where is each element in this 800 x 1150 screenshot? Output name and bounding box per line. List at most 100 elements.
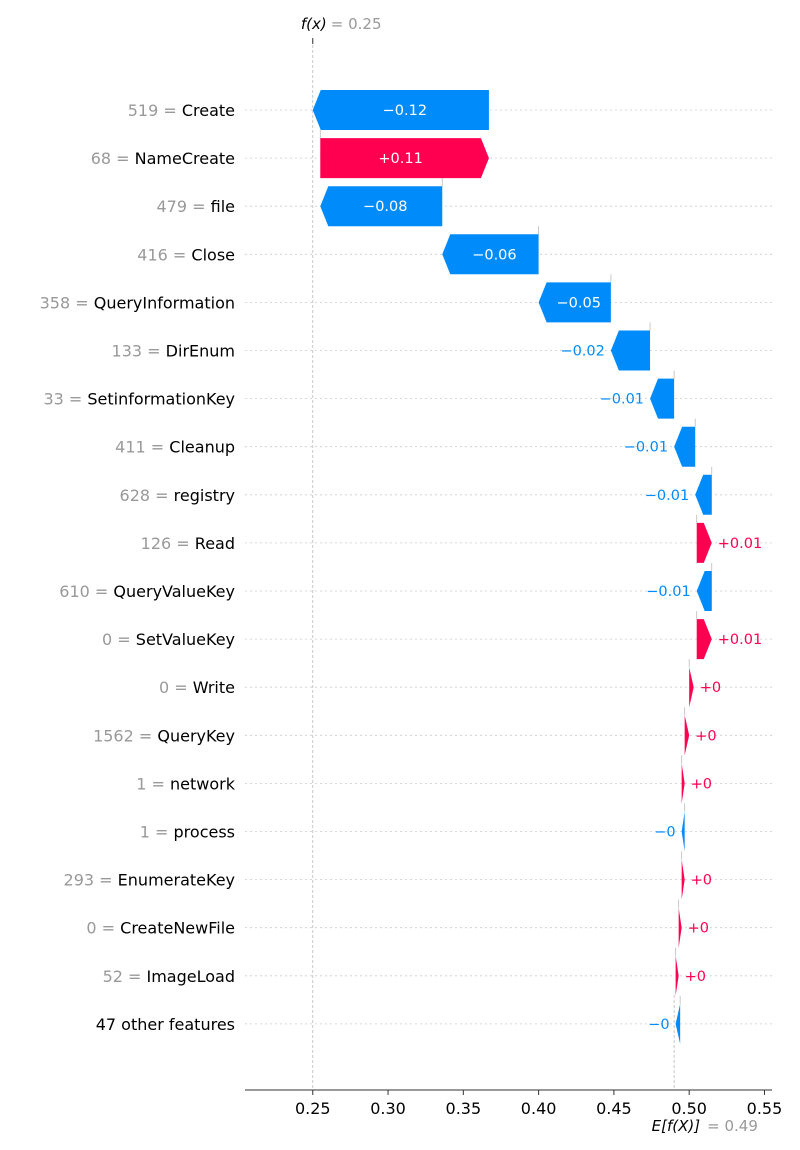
positive-bar xyxy=(681,763,685,804)
bar-value-label: −0.01 xyxy=(646,584,690,600)
efx-value-label: = 0.49 xyxy=(707,1117,758,1135)
feature-value: 416 = xyxy=(137,245,191,264)
efx-label: E[f(X)] xyxy=(652,1117,701,1135)
bar-value-label: −0.02 xyxy=(560,344,604,360)
positive-bar xyxy=(678,907,682,948)
bar-value-label: −0.06 xyxy=(472,247,516,263)
negative-bar xyxy=(681,811,685,852)
bar-value-label: +0.01 xyxy=(718,632,762,648)
bar-value-label: −0.05 xyxy=(557,295,601,311)
negative-bar xyxy=(320,186,443,227)
feature-label: 126 = Read xyxy=(141,534,235,553)
feature-name: SetValueKey xyxy=(136,630,235,649)
feature-name: Create xyxy=(182,101,235,120)
feature-label: 0 = CreateNewFile xyxy=(86,919,235,938)
feature-name: 47 other features xyxy=(96,1015,235,1034)
fx-annotation: f(x) = 0.25 xyxy=(301,15,382,44)
feature-label: 411 = Cleanup xyxy=(115,438,235,457)
feature-value: 411 = xyxy=(115,438,169,457)
feature-label: 628 = registry xyxy=(120,486,235,505)
negative-bar xyxy=(675,1003,681,1044)
feature-name: ImageLoad xyxy=(147,967,236,986)
feature-label: 52 = ImageLoad xyxy=(103,967,235,986)
bar-value-label: −0.01 xyxy=(624,440,668,456)
feature-label: 416 = Close xyxy=(137,245,235,264)
bar-value-label: −0 xyxy=(648,1017,669,1033)
fx-value-label: = 0.25 xyxy=(331,15,382,33)
negative-bar xyxy=(650,378,675,419)
bar-value-labels: −0.12 +0.11 −0.08 −0.06 −0.05 −0.02 −0.01 −0.01… xyxy=(363,103,762,1033)
feature-name: CreateNewFile xyxy=(120,919,235,938)
bar-value-label: +0 xyxy=(691,776,712,792)
bar-value-label: −0.01 xyxy=(645,488,689,504)
feature-name: Cleanup xyxy=(169,438,235,457)
negative-bar xyxy=(312,90,489,130)
value-guide-lines xyxy=(312,40,713,1090)
positive-bar xyxy=(696,522,712,563)
bar-value-label: −0 xyxy=(654,825,675,841)
positive-bar xyxy=(696,619,712,660)
feature-value: 628 = xyxy=(120,486,174,505)
feature-label: 47 other features xyxy=(96,1015,235,1034)
feature-label: 610 = QueryValueKey xyxy=(59,582,235,601)
feature-label: 1 = network xyxy=(136,774,235,793)
feature-value: 1 = xyxy=(136,774,170,793)
x-tick-label: 0.55 xyxy=(747,1099,783,1118)
feature-value: 52 = xyxy=(103,967,147,986)
feature-value: 610 = xyxy=(59,582,113,601)
negative-bar xyxy=(696,571,712,611)
feature-value: 519 = xyxy=(128,101,182,120)
feature-label: 0 = SetValueKey xyxy=(102,630,235,649)
feature-name: EnumerateKey xyxy=(118,871,235,890)
bar-value-label: −0.01 xyxy=(600,392,644,408)
negative-bar xyxy=(538,282,611,323)
bar-value-label: +0 xyxy=(685,969,706,985)
feature-value: 1562 = xyxy=(93,726,157,745)
positive-bar xyxy=(684,715,690,756)
negative-bar xyxy=(610,330,651,371)
feature-label: 358 = QueryInformation xyxy=(40,293,235,312)
feature-bars xyxy=(312,90,712,1044)
feature-name: network xyxy=(170,774,236,793)
feature-value: 0 = xyxy=(159,678,193,697)
feature-label: 293 = EnumerateKey xyxy=(64,871,235,890)
feature-labels: 519 = Create 68 = NameCreate 479 = file 416… xyxy=(40,101,236,1034)
feature-label: 479 = file xyxy=(157,197,236,216)
bar-value-label: +0 xyxy=(695,728,716,744)
feature-value: 68 = xyxy=(91,149,135,168)
feature-label: 1 = process xyxy=(140,823,235,842)
bar-value-label: +0 xyxy=(688,921,709,937)
feature-name: QueryInformation xyxy=(94,293,235,312)
feature-value: 0 = xyxy=(86,919,120,938)
bar-value-label: +0 xyxy=(691,873,712,889)
feature-label: 0 = Write xyxy=(159,678,235,697)
feature-name: Read xyxy=(195,534,235,553)
feature-value: 33 = xyxy=(43,390,87,409)
feature-name: DirEnum xyxy=(166,342,235,361)
feature-name: QueryKey xyxy=(157,726,235,745)
feature-name: process xyxy=(174,823,235,842)
feature-label: 33 = SetinformationKey xyxy=(43,390,235,409)
positive-bar xyxy=(681,859,685,900)
negative-bar xyxy=(695,474,712,515)
feature-label: 1562 = QueryKey xyxy=(93,726,235,745)
feature-value: 293 = xyxy=(64,871,118,890)
x-tick-label: 0.30 xyxy=(370,1099,406,1118)
bar-value-label: −0.08 xyxy=(363,199,407,215)
negative-bar xyxy=(442,234,539,275)
fx-label: f(x) xyxy=(301,15,327,33)
efx-annotation: E[f(X)] = 0.49 xyxy=(652,1117,758,1135)
bar-value-label: −0.12 xyxy=(383,103,427,119)
x-tick-label: 0.35 xyxy=(446,1099,482,1118)
x-tick-label: 0.40 xyxy=(521,1099,557,1118)
negative-bar xyxy=(674,426,696,467)
feature-name: NameCreate xyxy=(135,149,235,168)
positive-bar xyxy=(689,667,694,708)
x-axis-ticks: 0.25 0.30 0.35 0.40 0.45 0.50 0.55 xyxy=(295,1090,782,1118)
bar-value-label: +0.01 xyxy=(718,536,762,552)
bar-value-label: +0.11 xyxy=(378,151,422,167)
feature-value: 133 = xyxy=(112,342,166,361)
feature-value: 358 = xyxy=(40,293,94,312)
feature-name: Close xyxy=(191,245,235,264)
